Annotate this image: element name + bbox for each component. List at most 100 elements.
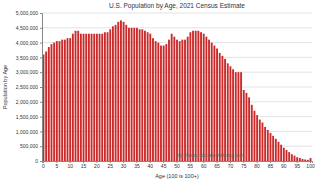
bar [85, 34, 87, 161]
x-tick: 90 [281, 161, 287, 169]
bar [133, 28, 135, 161]
chart: 0500,0001,000,0001,500,0002,000,0002,500… [0, 0, 320, 183]
x-tick: 70 [228, 161, 234, 169]
bar [83, 34, 85, 161]
y-axis-title: Population by Age [2, 65, 8, 109]
bar [259, 120, 261, 161]
y-tick-mark [40, 72, 42, 73]
grid-line [42, 13, 312, 14]
x-tick: 35 [134, 161, 140, 169]
y-tick-mark [40, 117, 42, 118]
y-tick-mark [40, 131, 42, 132]
bar [296, 157, 298, 161]
y-tick-mark [40, 102, 42, 103]
bar [56, 41, 58, 161]
x-tick-label: 0 [42, 163, 45, 169]
x-tick-label: 55 [188, 163, 194, 169]
bar [181, 40, 183, 161]
y-tick-label: 1,500,000 [16, 114, 38, 120]
bar [77, 31, 79, 161]
x-tick-label: 25 [107, 163, 113, 169]
bar [171, 34, 173, 161]
y-tick-label: 2,500,000 [16, 84, 38, 90]
bar [109, 29, 111, 161]
bar [294, 156, 296, 161]
bar [256, 115, 258, 161]
bar [291, 154, 293, 161]
x-tick-label: 75 [241, 163, 247, 169]
bar [203, 34, 205, 161]
bar [232, 69, 234, 161]
bar [235, 72, 237, 161]
x-tick: 45 [161, 161, 167, 169]
grid-line [42, 27, 312, 28]
y-tick: 3,000,000 [16, 69, 42, 75]
bar [221, 56, 223, 161]
bar [136, 28, 138, 161]
grid [42, 13, 312, 161]
bar [205, 37, 207, 161]
x-tick-label: 60 [201, 163, 207, 169]
y-tick-label: 4,000,000 [16, 40, 38, 46]
y-tick: 3,500,000 [16, 55, 42, 61]
bar [251, 105, 253, 161]
bar [112, 26, 114, 161]
bar [200, 32, 202, 161]
bar [160, 46, 162, 161]
bar [61, 40, 63, 161]
y-axis: 0500,0001,000,0001,500,0002,000,0002,500… [16, 10, 43, 164]
bar [67, 38, 69, 161]
bar [99, 34, 101, 161]
bar [184, 40, 186, 161]
bar [216, 49, 218, 161]
bar [72, 34, 74, 161]
x-axis: 0510152025303540455055606570758085909510… [42, 161, 315, 169]
bar [197, 31, 199, 161]
title: U.S. Population by Age, 2021 Census Esti… [109, 2, 245, 10]
bar [165, 44, 167, 161]
y-axis-line [40, 14, 43, 162]
bar [275, 139, 277, 161]
bar [123, 22, 125, 161]
bar [45, 51, 47, 161]
bar [131, 28, 133, 161]
x-tick: 5 [55, 161, 58, 169]
bar [107, 32, 109, 161]
x-tick-label: 35 [134, 163, 140, 169]
x-axis-title: Age (100 is 100+) [155, 173, 199, 179]
bar [272, 136, 274, 161]
bar [163, 46, 165, 161]
y-tick-mark [40, 146, 42, 147]
bar [283, 148, 285, 161]
bar [224, 59, 226, 161]
x-tick-label: 40 [148, 163, 154, 169]
bar [117, 22, 119, 161]
x-tick: 25 [107, 161, 113, 169]
bar [310, 158, 312, 161]
y-tick-label: 4,500,000 [16, 25, 38, 31]
plot-area: 0500,0001,000,0001,500,0002,000,0002,500… [16, 10, 315, 169]
bar [307, 160, 309, 161]
x-tick: 100 [306, 161, 315, 169]
x-tick-label: 85 [268, 163, 274, 169]
bar [91, 34, 93, 161]
x-tick-label: 15 [81, 163, 87, 169]
y-tick: 1,500,000 [16, 114, 42, 120]
y-tick-mark [40, 57, 42, 58]
x-tick-label: 30 [121, 163, 127, 169]
bar [302, 159, 304, 161]
bar [189, 32, 191, 161]
bar [304, 160, 306, 161]
y-tick-label: 5,000,000 [16, 10, 38, 16]
y-tick-label: 3,000,000 [16, 69, 38, 75]
y-tick: 0 [35, 158, 42, 164]
bar [101, 34, 103, 161]
bar [195, 31, 197, 161]
x-tick-label: 20 [94, 163, 100, 169]
bar [53, 43, 55, 161]
y-tick-mark [40, 161, 42, 162]
bar [299, 158, 301, 161]
bar [51, 44, 53, 161]
x-tick-label: 95 [294, 163, 300, 169]
bar [240, 72, 242, 161]
